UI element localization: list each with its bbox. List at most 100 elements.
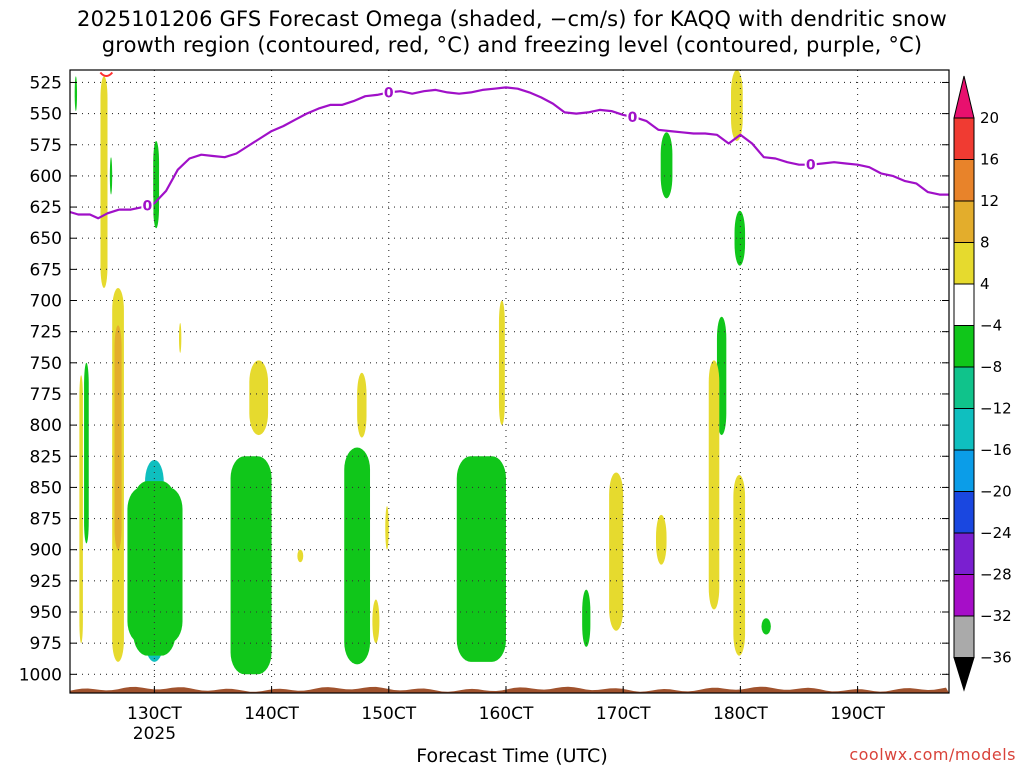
- colorbar-box-2: [953, 159, 975, 202]
- omega-region-36: [297, 549, 304, 563]
- colorbar: 20 16 12 8 4 −4 −8 −12 −16 −20 −24 −28 −32 −36: [953, 75, 1012, 692]
- omega-region-38: [178, 322, 182, 353]
- colorbar-bottom-arrow: [953, 657, 975, 692]
- omega-region-35: [733, 474, 746, 656]
- y-tick-label-925: 925: [30, 572, 62, 592]
- colorbar-box-4: [953, 242, 975, 285]
- y-tick-label-525: 525: [30, 73, 62, 93]
- omega-region-30: [372, 599, 380, 644]
- omega-region-15: [153, 141, 160, 229]
- freezing-level-label-0: 0: [142, 199, 152, 215]
- colorbar-label-11: −28: [980, 566, 1012, 584]
- omega-region-32: [609, 472, 624, 631]
- y-tick-label-800: 800: [30, 416, 62, 436]
- colorbar-top-arrow: [953, 75, 975, 119]
- colorbar-label-7: −12: [980, 400, 1012, 418]
- omega-region-17: [582, 589, 591, 647]
- omega-region-37: [385, 506, 389, 550]
- omega-region-33: [656, 514, 667, 565]
- colorbar-box-11: [953, 532, 975, 575]
- y-tick-label-550: 550: [30, 105, 62, 125]
- colorbar-label-13: −36: [980, 649, 1012, 667]
- terrain-fill: [70, 686, 949, 693]
- colorbar-label-8: −16: [980, 441, 1012, 459]
- colorbar-box-1: [953, 117, 975, 160]
- freezing-level-line: [70, 86, 949, 220]
- freezing-label-bg-0: [141, 197, 154, 213]
- omega-region-26: [79, 375, 83, 644]
- colorbar-box-10: [953, 491, 975, 534]
- colorbar-label-3: 8: [980, 234, 990, 252]
- chart-title: 2025101206 GFS Forecast Omega (shaded, −…: [0, 6, 1024, 58]
- omega-region-31: [498, 300, 505, 426]
- y-tick-label-1000: 1000: [19, 665, 62, 685]
- y-tick-label-600: 600: [30, 167, 62, 187]
- y-tick-label-625: 625: [30, 198, 62, 218]
- grid-lines: [70, 70, 949, 693]
- x-tick-sublabel-130CT: 2025: [133, 724, 176, 744]
- terrain-layer: [70, 686, 949, 693]
- colorbar-label-0: 20: [980, 109, 999, 127]
- freezing-level-label-3: 0: [806, 158, 816, 174]
- chart-title-line2: growth region (contoured, red, °C) and f…: [101, 33, 923, 57]
- colorbar-box-8: [953, 408, 975, 451]
- y-tick-label-725: 725: [30, 323, 62, 343]
- y-tick-label-825: 825: [30, 447, 62, 467]
- y-tick-label-900: 900: [30, 541, 62, 561]
- y-tick-label-975: 975: [30, 634, 62, 654]
- freezing-level-label-1: 0: [384, 85, 394, 101]
- omega-region-14: [84, 362, 89, 544]
- omega-region-34: [708, 360, 720, 610]
- omega-region-25: [100, 76, 108, 289]
- y-tick-label-675: 675: [30, 260, 62, 280]
- x-tick-label-130CT: 130CT: [127, 704, 182, 724]
- y-tick-label-950: 950: [30, 603, 62, 623]
- colorbar-box-6: [953, 325, 975, 368]
- axis-ticks: 525 550 575 600 625 650 675 700 725 750 775 800 825 8…: [19, 73, 949, 744]
- colorbar-label-6: −8: [980, 358, 1002, 376]
- omega-region-22: [74, 76, 78, 112]
- omega-region-28: [249, 360, 269, 436]
- omega-region-18: [660, 132, 673, 199]
- credit-link[interactable]: coolwx.com/models: [849, 745, 1016, 764]
- colorbar-box-12: [953, 574, 975, 617]
- colorbar-box-5: [953, 283, 975, 326]
- x-tick-label-180CT: 180CT: [713, 704, 768, 724]
- y-tick-label-700: 700: [30, 292, 62, 312]
- chart-title-line1: 2025101206 GFS Forecast Omega (shaded, −…: [77, 7, 947, 31]
- omega-region-16: [109, 157, 113, 195]
- omega-region-29: [357, 372, 367, 438]
- x-tick-label-140CT: 140CT: [244, 704, 299, 724]
- freezing-label-bg-3: [804, 156, 817, 172]
- x-axis-title: Forecast Time (UTC): [416, 745, 608, 767]
- colorbar-label-9: −20: [980, 483, 1012, 501]
- y-tick-label-875: 875: [30, 510, 62, 530]
- x-tick-label-150CT: 150CT: [361, 704, 416, 724]
- colorbar-box-3: [953, 200, 975, 243]
- omega-region-24: [114, 325, 122, 550]
- colorbar-label-10: −24: [980, 524, 1012, 542]
- y-tick-label-775: 775: [30, 385, 62, 405]
- colorbar-label-4: 4: [980, 275, 990, 293]
- omega-region-9: [344, 447, 371, 665]
- y-tick-label-575: 575: [30, 136, 62, 156]
- omega-region-2: [127, 487, 183, 644]
- omega-region-6: [230, 456, 272, 675]
- omega-shading: [74, 70, 771, 675]
- colorbar-label-12: −32: [980, 607, 1012, 625]
- freezing-level-label-2: 0: [628, 110, 638, 126]
- y-tick-label-650: 650: [30, 229, 62, 249]
- y-tick-label-850: 850: [30, 478, 62, 498]
- freezing-label-bg-1: [382, 84, 395, 100]
- dgz-contour: [99, 71, 114, 77]
- omega-region-21: [761, 618, 771, 635]
- x-tick-label-160CT: 160CT: [479, 704, 534, 724]
- colorbar-box-9: [953, 449, 975, 492]
- plot-frame: [69, 69, 950, 694]
- freezing-label-bg-2: [626, 108, 639, 124]
- contour-layer: 0 0 0 0: [70, 71, 949, 220]
- omega-region-19: [734, 210, 746, 266]
- y-tick-label-750: 750: [30, 354, 62, 374]
- omega-region-13: [456, 456, 506, 662]
